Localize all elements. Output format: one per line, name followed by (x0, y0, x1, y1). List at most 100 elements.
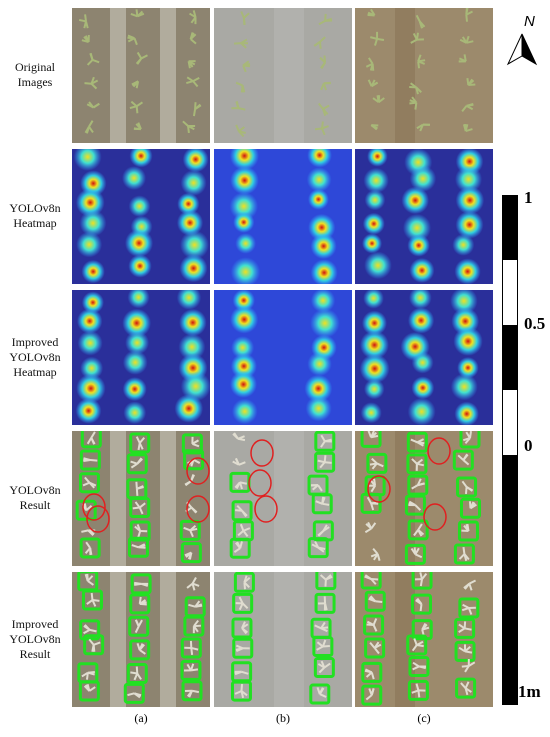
heat-blob (307, 351, 332, 377)
leaf (322, 104, 330, 110)
leaf (461, 105, 468, 112)
leaf (413, 638, 418, 646)
detection-box (130, 573, 152, 595)
leaf (419, 603, 423, 612)
scale-seg (503, 196, 517, 260)
image-cell (72, 290, 210, 425)
leaf (370, 431, 375, 438)
leaf (321, 496, 326, 505)
heat-blob (128, 195, 151, 218)
detection-box (407, 679, 429, 701)
detection-box (363, 614, 385, 636)
leaf (320, 621, 326, 629)
leaf (140, 582, 149, 587)
heat-blob (75, 397, 102, 424)
leaf (464, 583, 471, 590)
detection-box (313, 657, 335, 679)
leaf (129, 105, 137, 110)
heat-blob (407, 397, 436, 425)
detection-box (180, 659, 202, 681)
missed-ellipse (254, 495, 278, 523)
leaf (324, 603, 328, 611)
detection-box (407, 519, 429, 541)
leaf (319, 36, 326, 43)
leaf (465, 8, 468, 15)
leaf (320, 627, 328, 633)
detection-box (79, 449, 101, 471)
leaf (462, 459, 470, 466)
leaf (320, 121, 324, 129)
leaf (84, 624, 91, 631)
detection-box (458, 597, 480, 619)
leaf (135, 436, 141, 444)
image-cell (214, 8, 352, 143)
leaf (184, 480, 192, 486)
heat-blob (76, 373, 106, 404)
leaf (464, 124, 469, 132)
row-label: Improved YOLOv8n Heatmap (9, 335, 61, 379)
detection-box (180, 542, 202, 564)
soil-stripe (160, 8, 176, 143)
heat-blob (364, 189, 386, 211)
leaf (135, 106, 139, 114)
detection-box (181, 680, 203, 702)
leaf (233, 547, 241, 553)
leaf (418, 21, 423, 29)
leaf (371, 63, 375, 71)
detection-box (307, 537, 329, 559)
detection-box (231, 617, 253, 639)
leaf (88, 686, 96, 692)
leaf (410, 547, 417, 555)
leaf (313, 40, 321, 47)
leaf (418, 59, 426, 63)
leaf (137, 442, 141, 451)
leaf (233, 432, 239, 440)
leaf (90, 431, 96, 439)
leaf (465, 524, 470, 532)
leaf (84, 476, 91, 484)
heat-blob (307, 149, 332, 168)
image-cell (355, 431, 493, 566)
leaf (415, 683, 420, 691)
heat-blob (122, 166, 146, 191)
leaf (190, 474, 195, 482)
leaf (136, 457, 143, 465)
detection-box (79, 619, 101, 641)
leaf (370, 36, 378, 40)
leaf (468, 83, 476, 87)
image-cell (72, 572, 210, 707)
missed-ellipse (250, 439, 274, 467)
leaf (237, 530, 245, 537)
detection-box (404, 494, 426, 516)
heat-blob (453, 326, 483, 356)
missed-ellipse (86, 505, 110, 533)
soil-stripe (395, 572, 415, 707)
leaf (371, 81, 379, 88)
leaf (370, 503, 375, 511)
leaf (86, 599, 94, 605)
detection-box (455, 677, 477, 699)
leaf (88, 482, 96, 489)
leaf (376, 95, 380, 103)
leaf (89, 52, 94, 61)
leaf (189, 529, 194, 538)
heat-blob (229, 370, 257, 398)
row-label: YOLOv8n Result (9, 483, 61, 512)
leaf (88, 638, 95, 646)
heat-blob (125, 330, 150, 355)
heat-blob (230, 166, 259, 195)
leaf (415, 87, 419, 95)
leaf (414, 547, 420, 555)
leaf (136, 57, 143, 65)
leaf (322, 526, 330, 532)
heat-blob (411, 376, 435, 400)
scale-seg (503, 325, 517, 390)
leaf (322, 502, 330, 506)
leaf (323, 55, 327, 63)
leaf (235, 101, 240, 109)
image-cell (355, 149, 493, 284)
leaf (235, 647, 244, 652)
leaf (234, 690, 242, 695)
leaf (468, 661, 476, 667)
heat-blob (310, 290, 336, 313)
